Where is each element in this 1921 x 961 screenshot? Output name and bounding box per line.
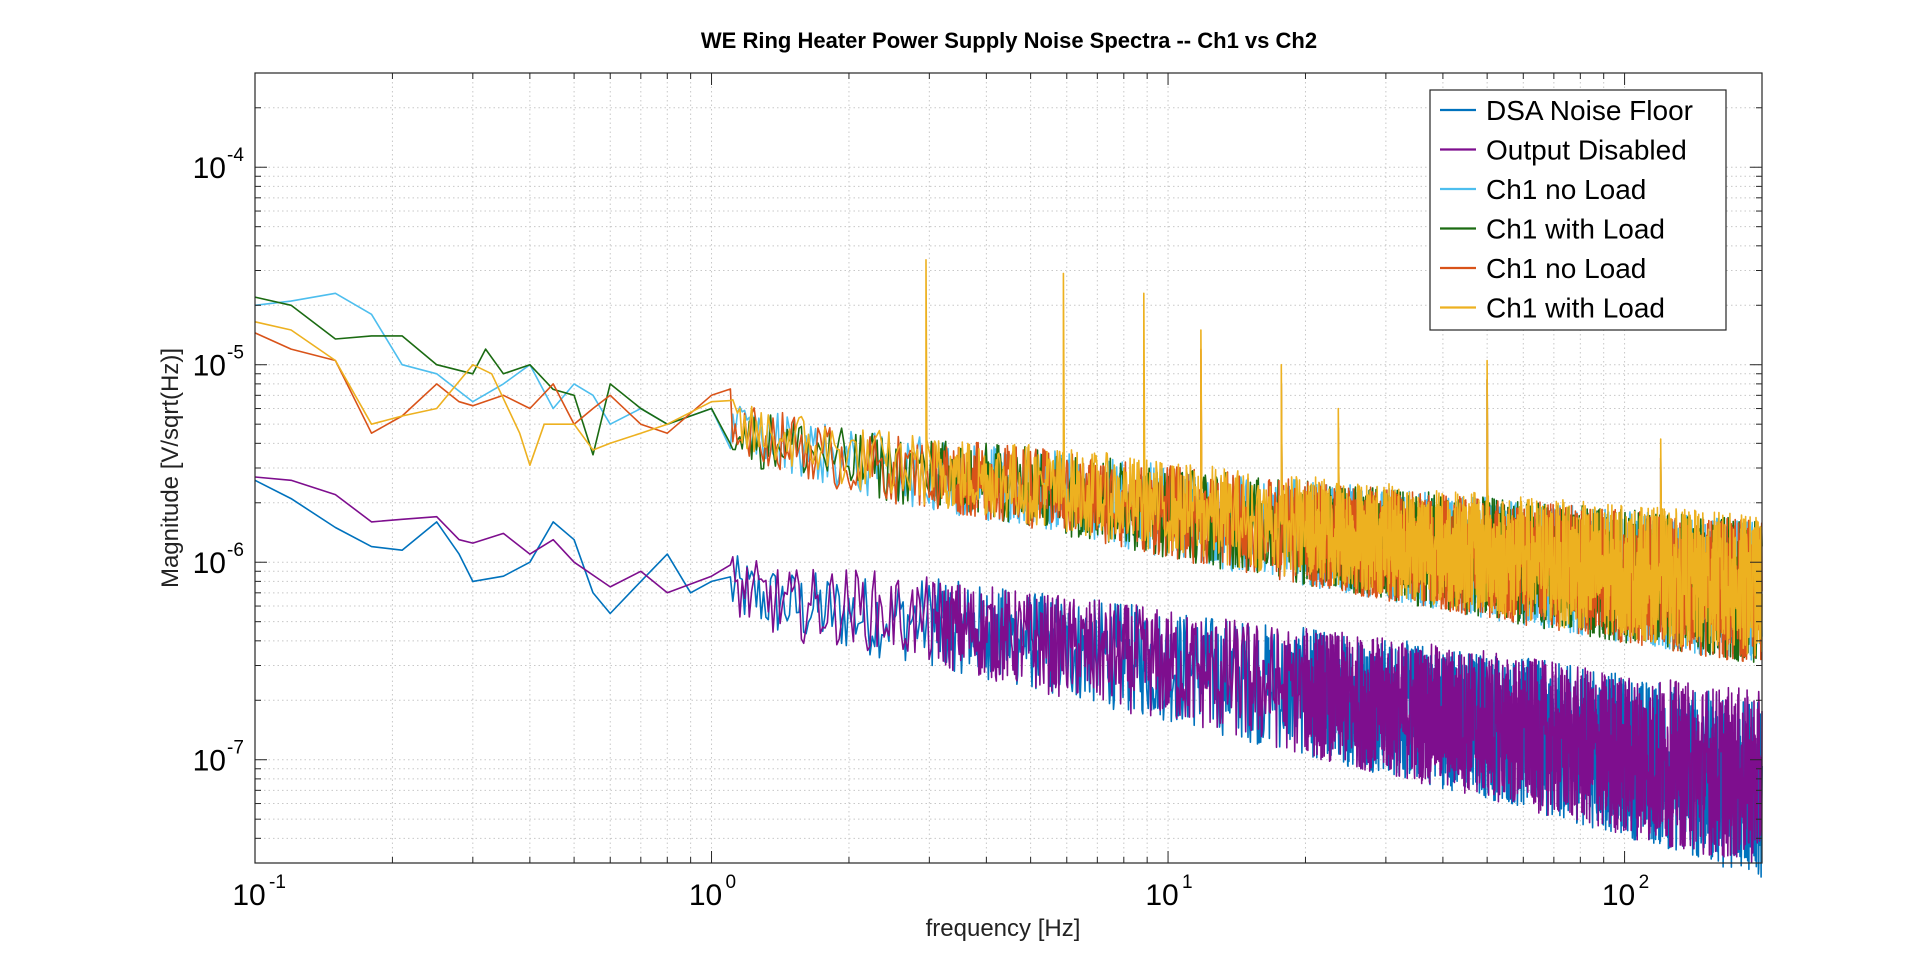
y-tick-exponent: -5: [227, 343, 244, 364]
legend-box: [1429, 89, 1727, 331]
y-tick-exponent: -6: [227, 540, 244, 561]
x-tick-label: 10: [1145, 879, 1178, 912]
legend-entry: Output Disabled: [1486, 135, 1687, 166]
y-tick-label: 10: [193, 350, 226, 383]
legend-entry: Ch1 no Load: [1486, 253, 1646, 284]
x-tick-exponent: 2: [1639, 872, 1650, 893]
series-layer: [254, 259, 1763, 878]
legend-entry: Ch1 with Load: [1486, 214, 1665, 245]
x-tick-exponent: 0: [726, 872, 737, 893]
y-tick-label: 10: [193, 547, 226, 580]
legend: DSA Noise Floor Output Disabled Ch1 no Loa…: [1429, 89, 1727, 331]
tick-marks: [254, 73, 1763, 864]
y-tick-exponent: -4: [227, 145, 244, 166]
x-tick-label: 10: [1602, 879, 1635, 912]
x-tick-exponent: 1: [1182, 872, 1193, 893]
y-axis-label: Magnitude [V/sqrt(Hz)]: [157, 348, 184, 588]
x-tick-label: 10: [689, 879, 722, 912]
x-tick-exponent: -1: [269, 872, 286, 893]
legend-entry: Ch1 no Load: [1486, 174, 1646, 205]
y-tick-label: 10: [193, 745, 226, 778]
y-tick-exponent: -7: [227, 738, 244, 759]
x-tick-label: 10: [232, 879, 265, 912]
legend-entry: DSA Noise Floor: [1486, 95, 1693, 126]
tick-labels: 10 -1 10 0 10 1 10 210 -410 -510 -610 -7: [193, 145, 1650, 912]
x-axis-label: frequency [Hz]: [926, 915, 1081, 942]
series-line-6: [254, 259, 1763, 657]
chart-title: WE Ring Heater Power Supply Noise Spectr…: [701, 28, 1317, 53]
series-line-2: [254, 476, 1763, 863]
legend-entry: Ch1 with Load: [1486, 293, 1665, 324]
y-tick-label: 10: [193, 152, 226, 185]
